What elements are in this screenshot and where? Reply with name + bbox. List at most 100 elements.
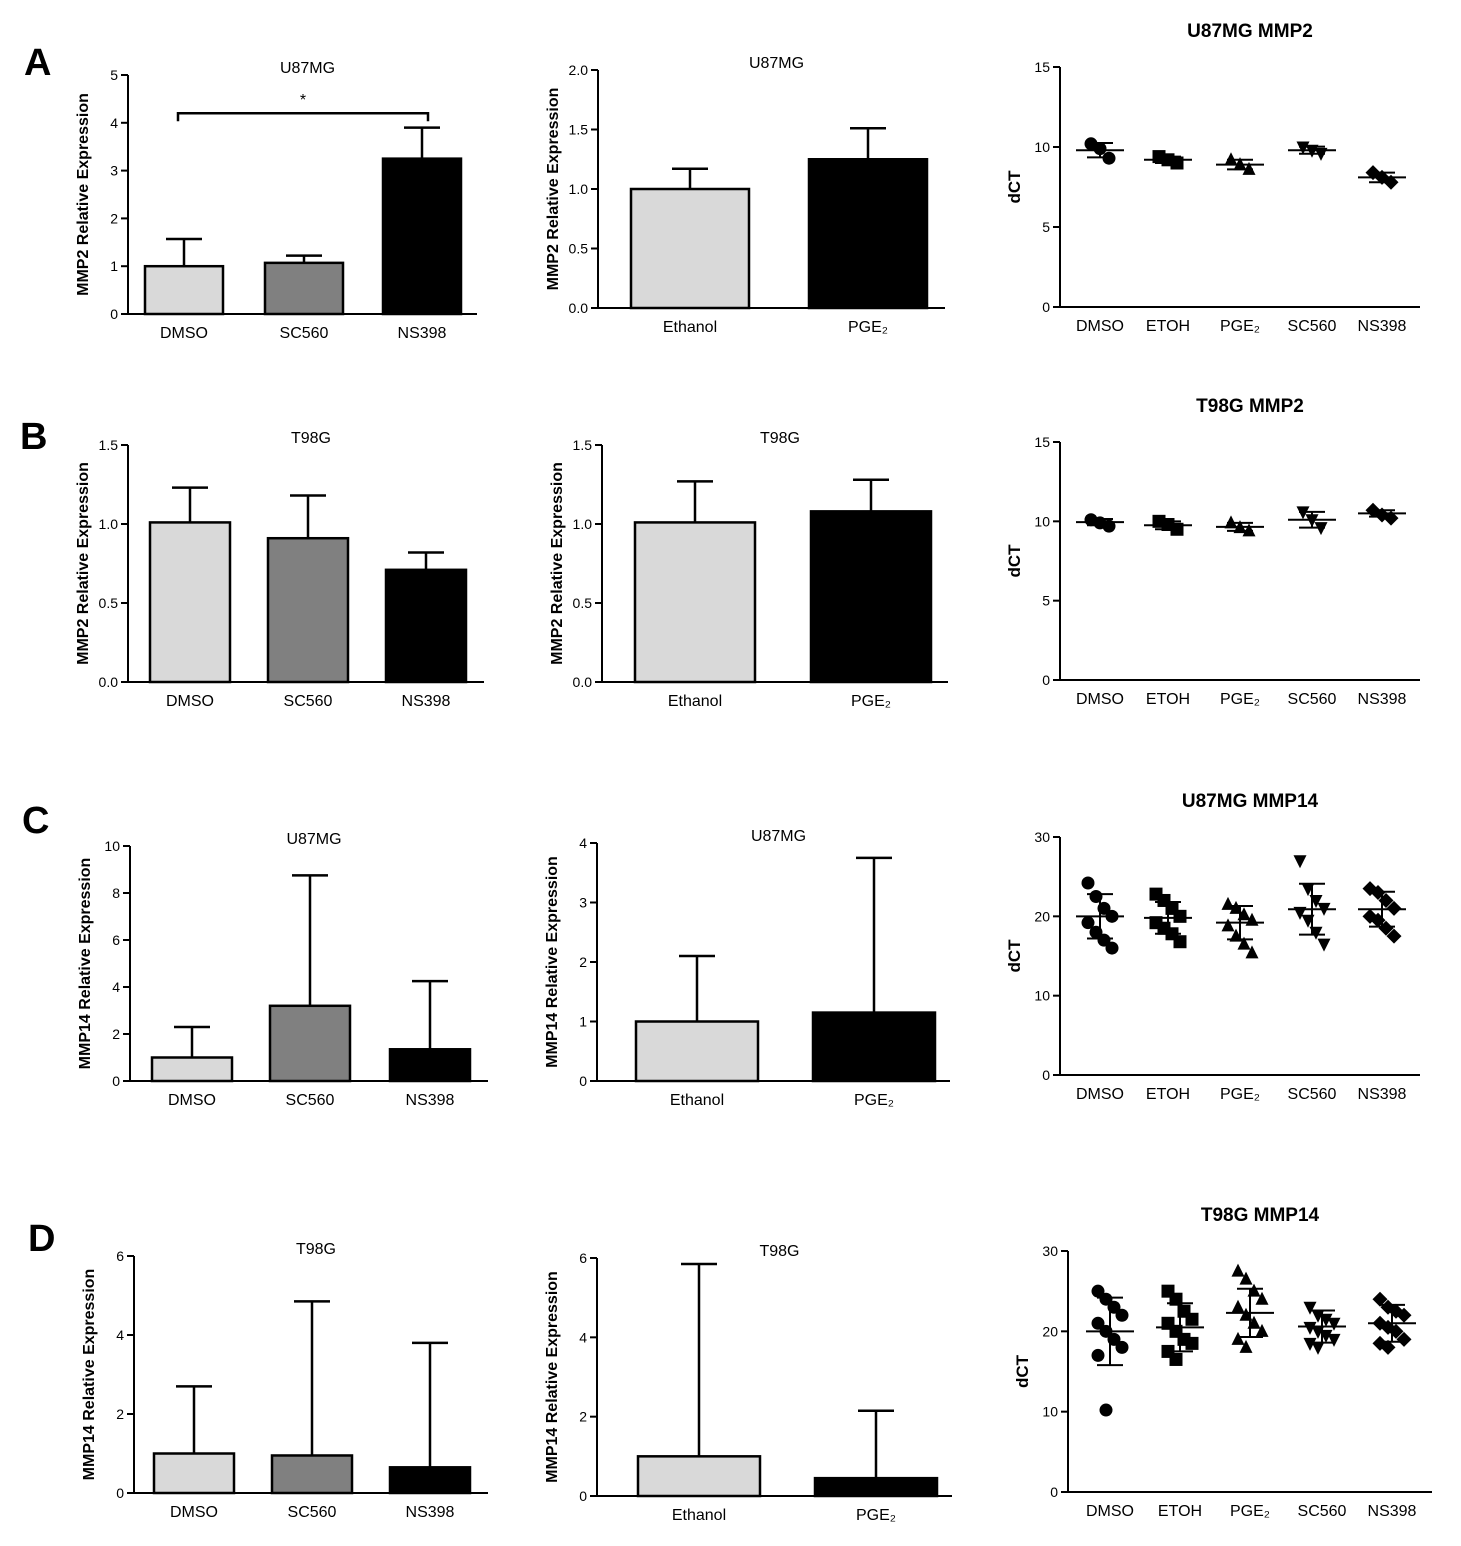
x-tick-label: Ethanol	[663, 319, 717, 336]
x-tick-label: SC560	[280, 325, 329, 342]
data-point	[1386, 928, 1402, 944]
y-tick-label: 10	[104, 838, 120, 854]
y-tick-label: 0.5	[569, 241, 589, 257]
y-tick-label: 4	[579, 835, 587, 851]
chart-b3: 0 5 10 15 dCT T98G MMP2 DMSO ETOH PGE₂ SC560 NS398	[1005, 396, 1420, 708]
bar-ns398	[388, 1048, 472, 1083]
data-point	[1239, 1271, 1253, 1285]
bar-dmso	[143, 264, 225, 316]
bar-sc560	[268, 1004, 352, 1083]
data-point	[1237, 936, 1251, 950]
y-axis-label: dCT	[1013, 1354, 1032, 1388]
data-point	[1293, 855, 1307, 869]
data-point	[1396, 1307, 1412, 1323]
x-tick-label: DMSO	[1086, 1503, 1134, 1520]
data-point	[1396, 1331, 1412, 1347]
panel-letter-c: C	[22, 800, 50, 842]
y-axis-label: MMP2 Relative Expression	[75, 462, 92, 665]
data-point	[1185, 1336, 1199, 1350]
y-axis-label: MMP14 Relative Expression	[544, 1271, 561, 1483]
chart-title: T98G MMP14	[1201, 1205, 1320, 1226]
chart-title: T98G	[296, 1241, 336, 1258]
x-tick-label: SC560	[284, 693, 333, 710]
y-axis-label: dCT	[1005, 939, 1024, 973]
bar-ethanol	[629, 187, 751, 310]
y-tick-label: 0	[112, 1073, 120, 1089]
x-tick-label: PGE₂	[851, 693, 891, 710]
y-tick-label: 10	[1034, 513, 1050, 529]
chart-d1: 0 2 4 6 MMP14 Relative Expression T98G DMSO SC5…	[81, 1241, 488, 1521]
y-tick-label: 3	[579, 895, 587, 911]
y-tick-label: 15	[1034, 59, 1050, 75]
chart-a3: 0 5 10 15 dCT U87MG MMP2 DMSO ETOH PGE₂ SC560 NS39…	[1005, 21, 1420, 335]
data-point	[1317, 938, 1331, 952]
y-tick-label: 2.0	[569, 62, 589, 78]
data-point	[1173, 935, 1187, 949]
y-tick-label: 15	[1034, 434, 1050, 450]
y-axis-label: MMP2 Relative Expression	[545, 88, 562, 291]
x-tick-label: ETOH	[1158, 1503, 1202, 1520]
y-tick-label: 30	[1034, 829, 1050, 845]
data-point	[1380, 1339, 1396, 1355]
y-axis-label: MMP14 Relative Expression	[77, 858, 94, 1070]
data-point	[1115, 1308, 1129, 1322]
bar-ns398	[388, 1466, 472, 1495]
chart-title: T98G	[291, 430, 331, 447]
x-tick-label: NS398	[406, 1092, 455, 1109]
data-point	[1091, 1316, 1105, 1330]
y-tick-label: 8	[112, 885, 120, 901]
y-tick-label: 1.0	[569, 181, 589, 197]
panel-letter-d: D	[28, 1218, 56, 1260]
y-tick-label: 5	[110, 67, 118, 83]
y-tick-label: 1.0	[573, 516, 593, 532]
data-point	[1231, 1263, 1245, 1277]
x-tick-label: ETOH	[1146, 318, 1190, 335]
bar-pge	[809, 510, 933, 684]
y-tick-label: 0.5	[99, 595, 119, 611]
y-tick-label: 0.0	[569, 300, 589, 316]
x-tick-label: NS398	[406, 1504, 455, 1521]
data-point	[1231, 1299, 1245, 1313]
chart-b2: 0.0 0.5 1.0 1.5 MMP2 Relative Expression T98G…	[549, 430, 948, 710]
chart-c3: 0 10 20 30 dCT U87MG MMP14 DMSO ETOH PGE₂ SC560 NS…	[1005, 791, 1420, 1103]
x-tick-label: PGE₂	[854, 1092, 894, 1109]
x-tick-label: PGE₂	[1220, 691, 1260, 708]
y-axis-label: MMP2 Relative Expression	[75, 93, 92, 296]
y-tick-label: 20	[1034, 908, 1050, 924]
chart-title: U87MG	[280, 60, 335, 77]
x-tick-label: SC560	[1288, 1086, 1337, 1103]
x-tick-label: NS398	[402, 693, 451, 710]
x-tick-label: ETOH	[1146, 691, 1190, 708]
significance-bracket	[176, 111, 430, 122]
x-tick-label: PGE₂	[856, 1507, 896, 1524]
x-tick-label: DMSO	[166, 693, 214, 710]
bar-pge	[813, 1476, 939, 1498]
x-tick-label: SC560	[1288, 318, 1337, 335]
y-tick-label: 3	[110, 163, 118, 179]
y-tick-label: 1.5	[573, 437, 593, 453]
y-tick-label: 1	[110, 258, 118, 274]
chart-title: U87MG MMP2	[1187, 21, 1313, 42]
y-tick-label: 0	[579, 1073, 587, 1089]
y-tick-label: 4	[110, 115, 118, 131]
x-tick-label: SC560	[1298, 1503, 1347, 1520]
y-tick-label: 4	[112, 979, 120, 995]
x-tick-label: PGE₂	[1220, 318, 1260, 335]
x-tick-label: PGE₂	[848, 319, 888, 336]
bar-sc560	[263, 261, 345, 316]
chart-title: U87MG MMP14	[1182, 791, 1319, 812]
data-point	[1245, 945, 1259, 959]
y-tick-label: 10	[1034, 139, 1050, 155]
x-tick-label: NS398	[398, 325, 447, 342]
y-tick-label: 2	[579, 954, 587, 970]
x-tick-label: ETOH	[1146, 1086, 1190, 1103]
data-point	[1383, 510, 1399, 526]
data-point	[1327, 1333, 1341, 1347]
y-tick-label: 0	[110, 306, 118, 322]
x-tick-label: DMSO	[1076, 691, 1124, 708]
x-tick-label: DMSO	[160, 325, 208, 342]
y-axis-label: MMP14 Relative Expression	[544, 856, 561, 1068]
bar-ns398	[384, 568, 468, 684]
y-tick-label: 0	[116, 1485, 124, 1501]
y-tick-label: 20	[1042, 1323, 1058, 1339]
